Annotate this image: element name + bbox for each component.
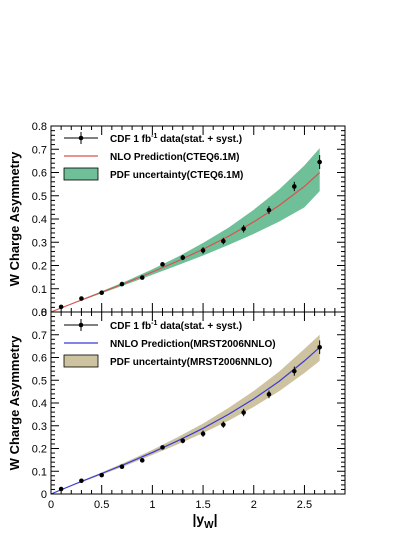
data-point (317, 159, 322, 165)
x-tick-label: 1 (149, 499, 155, 511)
legend-data-label: CDF 1 fb-1 data(stat. + syst.) (110, 320, 242, 332)
data-point (99, 472, 104, 478)
prediction-line (50, 172, 321, 313)
legend-prediction-label: NLO Prediction(CTEQ6.1M) (110, 152, 239, 163)
legend-data-label: CDF 1 fb-1 data(stat. + syst.) (110, 133, 242, 145)
data-point (266, 207, 272, 213)
y-tick-label: 0.2 (32, 261, 47, 273)
y-tick-label: 0.5 (32, 375, 47, 387)
y-tick-label: 0.5 (32, 191, 47, 203)
prediction-line (50, 346, 321, 495)
legend-band-label: PDF uncertainty(CTEQ6.1M) (110, 170, 243, 181)
data-point (180, 438, 186, 444)
data-point (221, 422, 226, 427)
x-tick-label: 2.5 (297, 499, 312, 511)
y-tick-label: 0.1 (32, 466, 47, 478)
x-tick-label: 0.5 (94, 499, 109, 511)
y-axis-label: W Charge Asymmetry (7, 151, 22, 286)
data-point (292, 184, 297, 189)
top-panel: 0 0.1 0.2 0.3 0.4 0.5 0.6 0.7 0.8 W Charge Asymme… (7, 121, 346, 319)
data-point (241, 410, 246, 415)
data-point (58, 304, 64, 310)
data-point (79, 478, 84, 484)
bottom-panel: 00.10.20.30.40.50.60.70.80 0.5 1 1.5 2 2.5W C… (7, 307, 346, 511)
data-point (200, 248, 206, 253)
y-tick-label: 0 (41, 489, 47, 501)
data-point (119, 281, 125, 287)
data-point (79, 296, 84, 301)
legend-data-marker-dot (78, 322, 84, 328)
data-point (241, 226, 246, 232)
x-tick-label: 1.5 (195, 499, 210, 511)
y-tick-label: 0.8 (32, 121, 47, 133)
data-point (139, 275, 145, 280)
data-point (99, 290, 104, 296)
data-point (180, 255, 186, 260)
data-point (119, 464, 125, 470)
y-axis-label: W Charge Asymmetry (7, 335, 22, 470)
y-tick-label: 0.1 (32, 284, 47, 296)
data-point (317, 344, 322, 350)
y-tick-label: 0.4 (32, 398, 47, 410)
y-tick-label: 0.4 (32, 214, 47, 226)
y-tick-label: 0.8 (32, 307, 47, 319)
y-tick-label: 0 (41, 307, 47, 319)
y-tick-label: 0.7 (32, 330, 47, 342)
y-tick-label: 0.3 (32, 421, 47, 433)
x-tick-label: 2 (251, 499, 257, 511)
data-point (266, 392, 272, 397)
legend-band-label: PDF uncertainty(MRST2006NNLO) (110, 357, 272, 368)
x-tick-label: 0 (48, 499, 54, 511)
y-tick-label: 0.6 (32, 353, 47, 365)
y-tick-label: 0.7 (32, 144, 47, 156)
data-point (160, 445, 165, 450)
legend-band-swatch (63, 167, 99, 181)
x-axis-label: |yW| (192, 511, 217, 529)
y-tick-label: 0.2 (32, 444, 47, 456)
data-point (58, 486, 64, 492)
data-point (292, 368, 297, 374)
legend-data-marker-dot (78, 135, 84, 141)
data-point (200, 431, 206, 437)
data-point (139, 458, 145, 463)
legend-prediction-label: NNLO Prediction(MRST2006NNLO) (110, 339, 276, 350)
data-point (221, 238, 226, 244)
y-tick-label: 0.6 (32, 168, 47, 180)
legend-band-swatch (63, 354, 99, 368)
data-point (160, 262, 165, 267)
y-tick-label: 0.3 (32, 237, 47, 249)
